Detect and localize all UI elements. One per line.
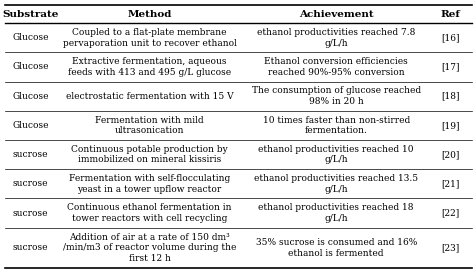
Text: ethanol productivities reached 7.8
g/L/h: ethanol productivities reached 7.8 g/L/h — [257, 28, 415, 48]
Text: Continuous ethanol fermentation in
tower reactors with cell recycling: Continuous ethanol fermentation in tower… — [67, 203, 232, 223]
Text: Coupled to a flat-plate membrane
pervaporation unit to recover ethanol: Coupled to a flat-plate membrane pervapo… — [63, 28, 237, 48]
Text: sucrose: sucrose — [13, 179, 48, 188]
Text: [20]: [20] — [441, 150, 460, 159]
Text: Addition of air at a rate of 150 dm³
/min/m3 of reactor volume during the
first : Addition of air at a rate of 150 dm³ /mi… — [63, 233, 236, 263]
Text: [22]: [22] — [441, 208, 460, 218]
Text: Glucose: Glucose — [12, 33, 49, 42]
Text: [19]: [19] — [441, 121, 460, 130]
Text: Continuous potable production by
immobilized on mineral kissiris: Continuous potable production by immobil… — [71, 145, 228, 164]
Text: The consumption of glucose reached
98% in 20 h: The consumption of glucose reached 98% i… — [252, 86, 421, 106]
Text: Method: Method — [128, 10, 172, 19]
Text: sucrose: sucrose — [13, 208, 48, 218]
Text: Ethanol conversion efficiencies
reached 90%-95% conversion: Ethanol conversion efficiencies reached … — [264, 57, 408, 77]
Text: Fermentation with mild
ultrasonication: Fermentation with mild ultrasonication — [95, 115, 204, 135]
Text: [23]: [23] — [441, 243, 460, 253]
Text: Glucose: Glucose — [12, 92, 49, 101]
Text: sucrose: sucrose — [13, 243, 48, 253]
Text: Ref: Ref — [441, 10, 461, 19]
Text: ethanol productivities reached 10
g/L/h: ethanol productivities reached 10 g/L/h — [258, 145, 414, 164]
Text: 10 times faster than non-stirred
fermentation.: 10 times faster than non-stirred ferment… — [263, 115, 410, 135]
Text: Achievement: Achievement — [299, 10, 374, 19]
Text: electrostatic fermentation with 15 V: electrostatic fermentation with 15 V — [66, 92, 233, 101]
Text: Glucose: Glucose — [12, 63, 49, 72]
Text: ethanol productivities reached 18
g/L/h: ethanol productivities reached 18 g/L/h — [258, 203, 414, 223]
Text: Fermentation with self-flocculating
yeast in a tower upflow reactor: Fermentation with self-flocculating yeas… — [69, 174, 230, 194]
Text: [21]: [21] — [441, 179, 460, 188]
Text: [17]: [17] — [441, 63, 460, 72]
Text: 35% sucrose is consumed and 16%
ethanol is fermented: 35% sucrose is consumed and 16% ethanol … — [255, 238, 417, 258]
Text: Glucose: Glucose — [12, 121, 49, 130]
Text: [18]: [18] — [441, 92, 460, 101]
Text: sucrose: sucrose — [13, 150, 48, 159]
Text: [16]: [16] — [441, 33, 460, 42]
Text: Substrate: Substrate — [2, 10, 59, 19]
Text: ethanol productivities reached 13.5
g/L/h: ethanol productivities reached 13.5 g/L/… — [254, 174, 418, 194]
Text: Extractive fermentation, aqueous
feeds with 413 and 495 g/L glucose: Extractive fermentation, aqueous feeds w… — [68, 57, 231, 77]
